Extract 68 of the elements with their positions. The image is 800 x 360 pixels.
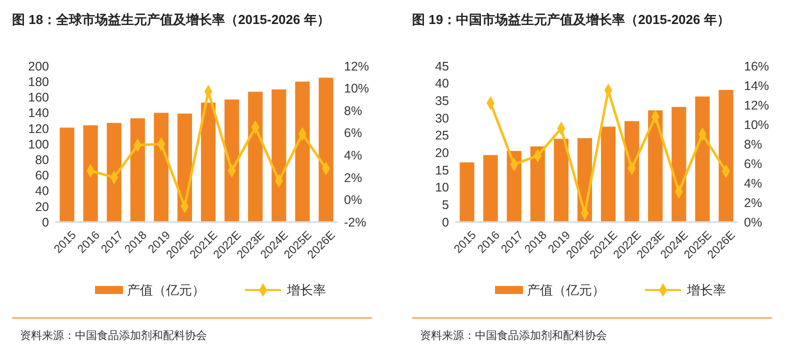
bar xyxy=(248,92,263,222)
y2-tick-label: 12% xyxy=(344,59,370,74)
y2-tick-label: 12% xyxy=(744,98,770,112)
bar xyxy=(530,146,545,222)
y-tick-label: 60 xyxy=(35,168,50,183)
text: 资料来源：中国食品添加剂和配料协会 xyxy=(20,328,207,342)
bar xyxy=(272,89,286,222)
y2-tick-label: 2% xyxy=(744,196,762,210)
y2-tick-label: 4% xyxy=(344,148,362,163)
legend-label: 增长率 xyxy=(286,282,326,298)
y2-tick-label: 10% xyxy=(344,82,370,96)
bar xyxy=(460,162,474,222)
y-tick-label: 20 xyxy=(35,200,50,214)
y2-tick-label: 2% xyxy=(344,170,362,185)
y2-tick-label: 8% xyxy=(744,137,762,152)
y-tick-label: 30 xyxy=(435,111,450,126)
bar xyxy=(483,155,498,222)
y-tick-label: 25 xyxy=(435,128,450,143)
bar xyxy=(672,106,686,222)
y-tick-label: 180 xyxy=(28,74,50,89)
bar xyxy=(224,100,240,222)
bar xyxy=(718,90,734,222)
y-tick-label: 0 xyxy=(442,215,450,230)
y-tick-label: 15 xyxy=(435,163,450,178)
y2-tick-label: 8% xyxy=(344,104,362,118)
bar xyxy=(648,110,663,222)
y2-tick-label: 10% xyxy=(744,118,770,132)
bar xyxy=(506,150,522,222)
y2-tick-label: -2% xyxy=(344,215,366,230)
bar xyxy=(106,122,122,222)
y2-tick-label: 16% xyxy=(744,59,770,74)
y2-tick-label: 0% xyxy=(344,193,362,208)
y-tick-label: 35 xyxy=(435,94,450,108)
legend-label: 产值（亿元） xyxy=(527,282,605,298)
legend-label: 产值（亿元） xyxy=(127,282,205,298)
bar xyxy=(624,121,640,222)
y-tick-label: 140 xyxy=(28,106,50,120)
bar xyxy=(60,128,74,222)
y-tick-label: 40 xyxy=(435,76,450,91)
y2-tick-label: 4% xyxy=(744,176,762,190)
bar xyxy=(295,82,310,222)
bar xyxy=(600,126,616,222)
y-tick-label: 100 xyxy=(28,137,50,152)
legend-label: 增长率 xyxy=(686,282,726,298)
bar xyxy=(695,96,710,222)
y2-tick-label: 6% xyxy=(344,126,362,140)
y-tick-label: 200 xyxy=(28,59,50,74)
bar xyxy=(154,112,168,222)
bar xyxy=(200,102,216,222)
y-tick-label: 40 xyxy=(35,184,50,198)
bar xyxy=(318,78,334,222)
y-tick-label: 5 xyxy=(442,198,450,212)
y-tick-label: 45 xyxy=(435,59,450,74)
y-tick-label: 160 xyxy=(28,90,50,105)
text: 资料来源：中国食品添加剂和配料协会 xyxy=(420,328,607,342)
y-tick-label: 10 xyxy=(435,180,450,195)
bar xyxy=(554,138,568,222)
bar xyxy=(83,125,98,222)
bar xyxy=(130,118,145,222)
y2-tick-label: 6% xyxy=(744,156,762,171)
y-tick-label: 20 xyxy=(435,146,450,160)
chart-title: 图 18：全球市场益生元产值及增长率（2015-2026 年） xyxy=(12,12,330,27)
y-tick-label: 120 xyxy=(28,122,50,136)
y2-tick-label: 14% xyxy=(744,78,770,93)
chart-title: 图 19：中国市场益生元产值及增长率（2015-2026 年） xyxy=(412,12,730,27)
y-tick-label: 0 xyxy=(42,215,50,230)
y2-tick-label: 0% xyxy=(744,215,762,230)
y-tick-label: 80 xyxy=(35,152,50,167)
